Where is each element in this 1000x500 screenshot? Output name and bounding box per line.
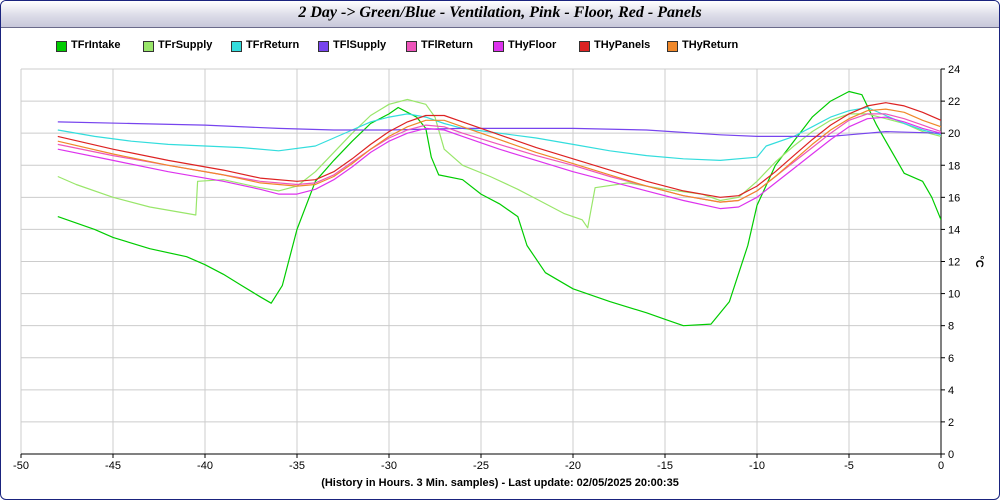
x-tick-label: -45 (105, 460, 121, 472)
y-tick-label: 14 (948, 224, 960, 236)
legend-label: TFlReturn (421, 39, 473, 51)
series-line-thyreturn (57, 108, 941, 203)
x-tick-label: -40 (197, 460, 213, 472)
x-tick-label: -20 (565, 460, 581, 472)
y-tick-label: 8 (948, 321, 954, 333)
legend-swatch (56, 41, 67, 52)
series-line-tfrsupply (57, 98, 941, 229)
x-tick-label: -50 (13, 460, 29, 472)
y-tick-label: 20 (948, 128, 960, 140)
series-line-tfrreturn (57, 106, 941, 161)
x-tick-label: -5 (844, 460, 854, 472)
x-axis-caption: (History in Hours. 3 Min. samples) - Las… (321, 477, 679, 489)
y-tick-label: 18 (948, 160, 960, 172)
legend-swatch (406, 41, 417, 52)
series-line-tfrintake (57, 90, 941, 327)
y-tick-label: 22 (948, 96, 960, 108)
legend-label: THyReturn (682, 39, 739, 51)
legend-swatch (493, 41, 504, 52)
legend-label: THyFloor (508, 39, 557, 51)
x-tick-label: -10 (749, 460, 765, 472)
legend-swatch (143, 41, 154, 52)
legend-label: TFrIntake (71, 39, 121, 51)
y-tick-label: 6 (948, 353, 954, 365)
y-tick-label: 16 (948, 192, 960, 204)
y-axis-label: °C (973, 255, 985, 267)
series-line-thyfloor (57, 116, 941, 210)
legend-swatch (579, 41, 590, 52)
title-bar: 2 Day -> Green/Blue - Ventilation, Pink … (1, 1, 999, 28)
y-tick-label: 4 (948, 385, 954, 397)
x-tick-label: 0 (938, 460, 944, 472)
legend-label: THyPanels (594, 39, 651, 51)
x-tick-label: -25 (473, 460, 489, 472)
legend-label: TFlSupply (333, 39, 387, 51)
chart-title: 2 Day -> Green/Blue - Ventilation, Pink … (298, 4, 702, 21)
x-tick-label: -30 (381, 460, 397, 472)
x-tick-label: -15 (657, 460, 673, 472)
y-tick-label: 0 (948, 449, 954, 461)
legend-label: TFrSupply (158, 39, 213, 51)
legend-swatch (667, 41, 678, 52)
series-line-thypanels (57, 102, 941, 198)
x-tick-label: -35 (289, 460, 305, 472)
y-tick-label: 10 (948, 289, 960, 301)
legend-swatch (318, 41, 329, 52)
y-tick-label: 2 (948, 417, 954, 429)
y-tick-label: 24 (948, 64, 960, 76)
legend-label: TFrReturn (246, 39, 300, 51)
series-line-tflreturn (57, 113, 941, 203)
y-tick-label: 12 (948, 257, 960, 269)
legend-swatch (231, 41, 242, 52)
